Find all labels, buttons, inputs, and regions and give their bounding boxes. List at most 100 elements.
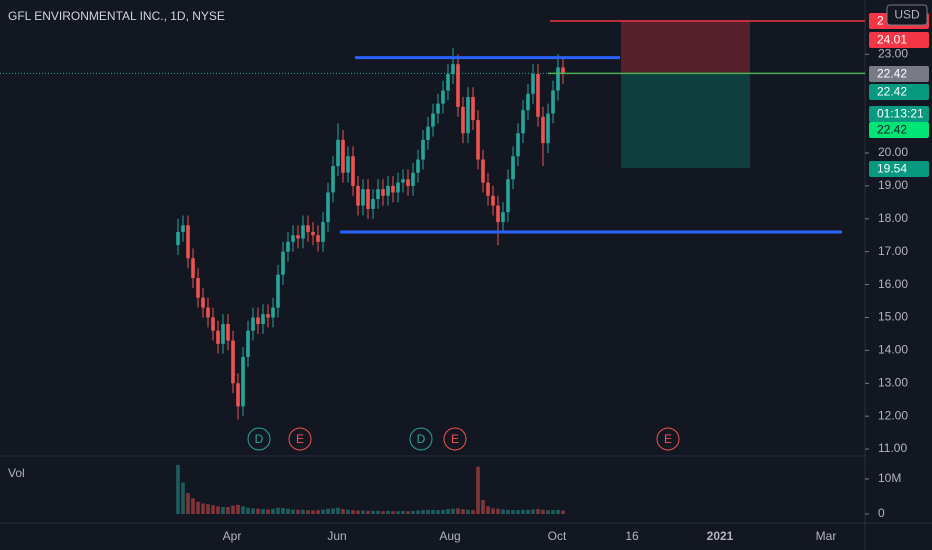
event-marker bbox=[288, 427, 312, 451]
candle-body bbox=[451, 64, 455, 75]
candle-body bbox=[551, 90, 555, 114]
volume-bar bbox=[471, 510, 475, 514]
candle-body bbox=[381, 189, 385, 196]
volume-bar bbox=[421, 510, 425, 514]
target-price-label: 19.54 bbox=[877, 162, 907, 176]
candle-body bbox=[561, 67, 565, 74]
volume-bar bbox=[521, 509, 525, 514]
candle-body bbox=[176, 231, 180, 246]
y-tick-label: 12.00 bbox=[878, 408, 908, 422]
volume-bar bbox=[286, 508, 290, 514]
x-tick-label: Aug bbox=[439, 529, 460, 543]
candle-body bbox=[186, 225, 190, 259]
volume-bar bbox=[561, 510, 565, 514]
candle-body bbox=[416, 159, 420, 173]
candle-body bbox=[421, 139, 425, 160]
volume-bar bbox=[461, 509, 465, 514]
candle-body bbox=[316, 235, 320, 242]
candle-body bbox=[541, 116, 545, 144]
last-price-label-box bbox=[869, 66, 929, 82]
candle-body bbox=[281, 251, 285, 275]
candle-body bbox=[261, 314, 265, 325]
volume-bar bbox=[331, 508, 335, 514]
volume-bar bbox=[416, 510, 420, 514]
volume-bar bbox=[291, 509, 295, 514]
target-price-label-box bbox=[869, 161, 929, 177]
volume-bar bbox=[311, 510, 315, 514]
volume-bar bbox=[321, 509, 325, 514]
candle-body bbox=[456, 64, 460, 107]
candle-body bbox=[391, 185, 395, 193]
event-marker bbox=[656, 427, 680, 451]
volume-bar bbox=[281, 508, 285, 514]
candle-body bbox=[226, 324, 230, 341]
volume-bar bbox=[436, 510, 440, 514]
volume-bar bbox=[456, 508, 460, 514]
volume-bar bbox=[551, 510, 555, 514]
volume-bar bbox=[371, 510, 375, 514]
candle-body bbox=[406, 179, 410, 186]
volume-bar bbox=[486, 506, 490, 514]
volume-bar bbox=[526, 509, 530, 514]
x-tick-label: Jun bbox=[327, 529, 346, 543]
candle-body bbox=[501, 212, 505, 223]
candle-body bbox=[526, 93, 530, 111]
volume-bar bbox=[191, 498, 195, 514]
volume-bar bbox=[186, 492, 190, 514]
candle-body bbox=[511, 156, 515, 180]
candle-body bbox=[211, 317, 215, 331]
volume-bar bbox=[236, 504, 240, 514]
candle-body bbox=[336, 139, 340, 167]
countdown-label: 01:13:21 bbox=[877, 107, 924, 121]
candle-body bbox=[356, 185, 360, 206]
candle-body bbox=[556, 67, 560, 91]
candle-body bbox=[476, 120, 480, 160]
countdown-label-box bbox=[869, 106, 929, 122]
volume-bar bbox=[441, 509, 445, 514]
candle-body bbox=[436, 103, 440, 114]
volume-bar bbox=[411, 510, 415, 514]
volume-bar bbox=[256, 508, 260, 514]
volume-bar bbox=[246, 507, 250, 514]
volume-bar bbox=[226, 506, 230, 514]
event-label: E bbox=[664, 432, 672, 446]
candle-body bbox=[301, 225, 305, 239]
chart-title: GFL ENVIRONMENTAL INC., 1D, NYSE bbox=[8, 9, 225, 23]
y-tick-label: 23.00 bbox=[878, 46, 908, 60]
volume-bar bbox=[351, 510, 355, 514]
stop-zone bbox=[621, 21, 750, 74]
volume-bar bbox=[271, 508, 275, 514]
volume-bar bbox=[241, 506, 245, 514]
candle-body bbox=[196, 278, 200, 298]
candle-body bbox=[236, 383, 240, 407]
y-tick-label: 18.00 bbox=[878, 211, 908, 225]
volume-bar bbox=[496, 508, 500, 514]
volume-bar bbox=[206, 504, 210, 514]
candle-body bbox=[426, 126, 430, 140]
volume-bar bbox=[536, 509, 540, 514]
volume-bar bbox=[196, 501, 200, 514]
candle-body bbox=[346, 156, 350, 173]
candle-body bbox=[351, 156, 355, 186]
event-marker bbox=[409, 427, 433, 451]
volume-bar bbox=[181, 482, 185, 514]
volume-bar bbox=[221, 506, 225, 514]
volume-bar bbox=[426, 509, 430, 514]
y-tick-label: 14.00 bbox=[878, 343, 908, 357]
volume-bar bbox=[556, 509, 560, 514]
volume-bar bbox=[376, 510, 380, 514]
volume-bar bbox=[231, 505, 235, 514]
candle-body bbox=[481, 159, 485, 183]
volume-bar bbox=[211, 505, 215, 514]
candle-body bbox=[231, 340, 235, 384]
event-label: E bbox=[451, 432, 459, 446]
candle-body bbox=[276, 274, 280, 308]
event-label: E bbox=[296, 432, 304, 446]
volume-bar bbox=[301, 509, 305, 514]
target-zone bbox=[621, 73, 750, 169]
candle-body bbox=[411, 172, 415, 186]
vol-tick-label: 0 bbox=[878, 506, 885, 520]
candle-body bbox=[321, 222, 325, 242]
candle-body bbox=[506, 179, 510, 213]
